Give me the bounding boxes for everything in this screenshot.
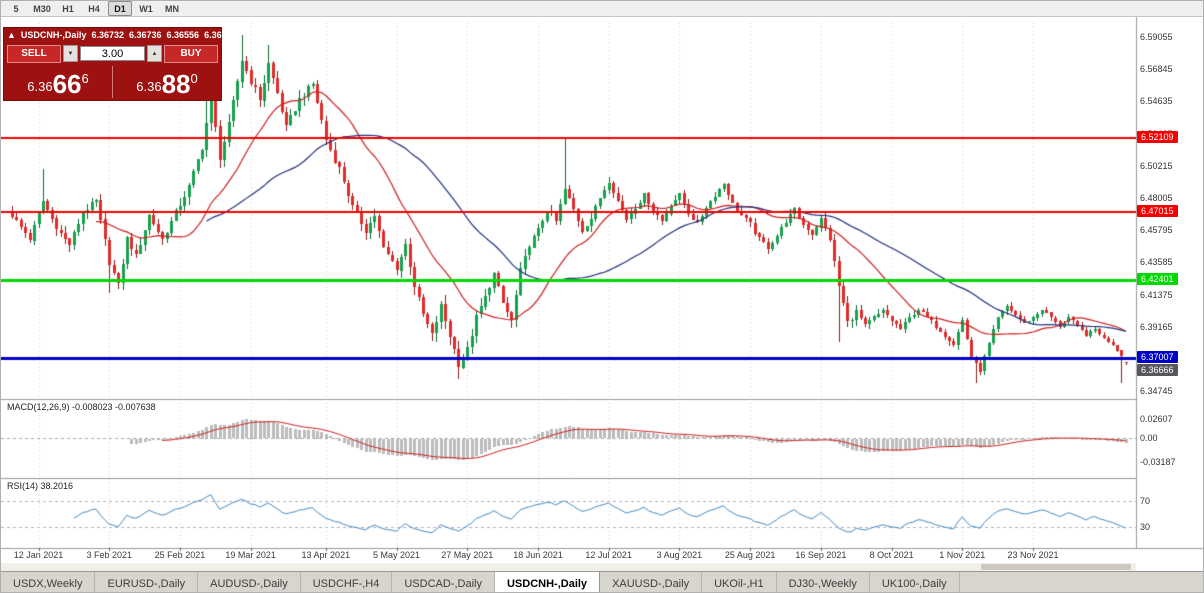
x-axis-label: 18 Jun 2021 xyxy=(513,550,563,560)
x-axis-label: 3 Feb 2021 xyxy=(86,550,132,560)
hline-price-badge: 6.42401 xyxy=(1137,272,1178,285)
tab-usdcad-daily[interactable]: USDCAD-,Daily xyxy=(392,572,495,592)
timeframe-d1[interactable]: D1 xyxy=(108,1,132,16)
hline-price-badge: 6.52109 xyxy=(1137,131,1178,144)
y-axis-label: 6.59055 xyxy=(1140,31,1173,42)
x-axis-label: 23 Nov 2021 xyxy=(1007,550,1059,560)
sell-price-pips: 66 xyxy=(52,69,82,99)
rsi-level-label: 70 xyxy=(1140,496,1151,507)
timeframe-h4[interactable]: H4 xyxy=(88,3,100,14)
timeframe-h1[interactable]: H1 xyxy=(62,3,74,14)
chevron-down-icon: ▼ xyxy=(67,50,74,57)
sell-price-prefix: 6.36 xyxy=(27,79,53,94)
volume-up-button[interactable]: ▲ xyxy=(147,45,162,62)
tab-usdx-weekly[interactable]: USDX,Weekly xyxy=(1,572,96,592)
x-axis-label: 1 Nov 2021 xyxy=(939,550,986,560)
macd-indicator-label: MACD(12,26,9) -0.008023 -0.007638 xyxy=(7,402,156,412)
timeframe-5[interactable]: 5 xyxy=(13,3,19,14)
x-axis-label: 13 Apr 2021 xyxy=(301,550,351,560)
y-axis-label: 6.48005 xyxy=(1140,192,1173,203)
price-divider xyxy=(112,66,113,98)
x-axis-label: 8 Oct 2021 xyxy=(869,550,914,560)
y-axis-label: 6.39165 xyxy=(1140,321,1173,332)
tab-audusd-daily[interactable]: AUDUSD-,Daily xyxy=(198,572,301,592)
macd-axis-label: 0.02607 xyxy=(1140,414,1173,425)
volume-input[interactable] xyxy=(80,46,145,61)
x-axis-label: 3 Aug 2021 xyxy=(656,550,703,560)
y-axis-label: 6.50215 xyxy=(1140,160,1173,171)
tab-dj30-weekly[interactable]: DJ30-,Weekly xyxy=(777,572,870,592)
buy-button[interactable]: BUY xyxy=(164,44,218,63)
tab-xauusd-daily[interactable]: XAUUSD-,Daily xyxy=(600,572,703,592)
hline-price-badge: 6.37007 xyxy=(1137,351,1178,364)
y-axis-label: 6.43585 xyxy=(1140,257,1173,268)
rsi-indicator-label: RSI(14) 38.2016 xyxy=(7,481,74,491)
x-axis-label: 5 May 2021 xyxy=(373,550,421,560)
tab-usdcnh-daily[interactable]: USDCNH-,Daily xyxy=(494,572,601,592)
chart-tab-bar: USDX,Weekly EURUSD-,Daily AUDUSD-,Daily USD… xyxy=(1,571,1203,592)
timeframe-m30[interactable]: M30 xyxy=(33,3,51,14)
scrollbar-thumb[interactable] xyxy=(981,564,1131,570)
x-axis-label: 16 Sep 2021 xyxy=(795,550,847,560)
current-price-badge: 6.36666 xyxy=(1137,364,1178,377)
trade-controls-row: SELL ▼ ▲ BUY xyxy=(7,44,218,63)
y-axis-label: 6.34745 xyxy=(1140,386,1173,397)
tab-eurusd-daily[interactable]: EURUSD-,Daily xyxy=(95,572,199,592)
hline-price-badge: 6.47015 xyxy=(1137,205,1178,218)
y-axis-label: 6.41375 xyxy=(1140,289,1173,300)
buy-price[interactable]: 6.36 88 0 xyxy=(113,64,221,100)
x-axis-label: 25 Aug 2021 xyxy=(724,550,776,560)
ohlc-low: 6.36556 xyxy=(166,30,200,40)
ohlc-high: 6.36736 xyxy=(128,30,162,40)
tab-ukoil-h1[interactable]: UKOil-,H1 xyxy=(702,572,777,592)
x-axis-label: 27 May 2021 xyxy=(441,550,494,560)
one-click-trading-panel: SELL ▼ ▲ BUY 6.36 66 6 6.36 88 0 xyxy=(3,27,222,101)
horizontal-scrollbar[interactable] xyxy=(1,563,1136,571)
buy-price-point: 0 xyxy=(190,71,198,86)
volume-down-button[interactable]: ▼ xyxy=(63,45,78,62)
x-axis-label: 19 Mar 2021 xyxy=(225,550,276,560)
x-axis-label: 12 Jan 2021 xyxy=(13,550,64,560)
y-axis-label: 6.45795 xyxy=(1140,225,1173,236)
timeframe-toolbar: 5 M30 H1 H4 D1 W1 MN xyxy=(1,1,1203,17)
rsi-level-label: 30 xyxy=(1140,521,1151,532)
bid-ask-prices: 6.36 66 6 6.36 88 0 xyxy=(4,64,221,100)
y-axis-label: 6.54635 xyxy=(1140,96,1173,107)
timeframe-mn[interactable]: MN xyxy=(165,3,179,14)
panel-expand-icon[interactable]: ▲ xyxy=(7,30,16,40)
y-axis-label: 6.56845 xyxy=(1140,64,1173,75)
chart-symbol-label: USDCNH-,Daily xyxy=(20,30,87,40)
tab-uk100-daily[interactable]: UK100-,Daily xyxy=(870,572,960,592)
chevron-up-icon: ▲ xyxy=(151,50,158,57)
sell-price-point: 6 xyxy=(81,71,89,86)
sell-price[interactable]: 6.36 66 6 xyxy=(4,64,112,100)
x-axis-label: 12 Jul 2021 xyxy=(585,550,632,560)
ohlc-open: 6.36732 xyxy=(91,30,124,40)
ohlc-close: 6.36666 xyxy=(204,30,237,40)
buy-price-pips: 88 xyxy=(161,69,191,99)
buy-price-prefix: 6.36 xyxy=(136,79,162,94)
tab-usdchf-h4[interactable]: USDCHF-,H4 xyxy=(301,572,393,592)
sell-button[interactable]: SELL xyxy=(7,44,61,63)
timeframe-w1[interactable]: W1 xyxy=(139,3,153,14)
macd-axis-label: 0.00 xyxy=(1140,433,1158,444)
chart-title: ▲ USDCNH-,Daily 6.36732 6.36736 6.36556 … xyxy=(7,30,237,40)
macd-axis-label: -0.03187 xyxy=(1140,456,1176,467)
x-axis-label: 25 Feb 2021 xyxy=(154,550,206,560)
